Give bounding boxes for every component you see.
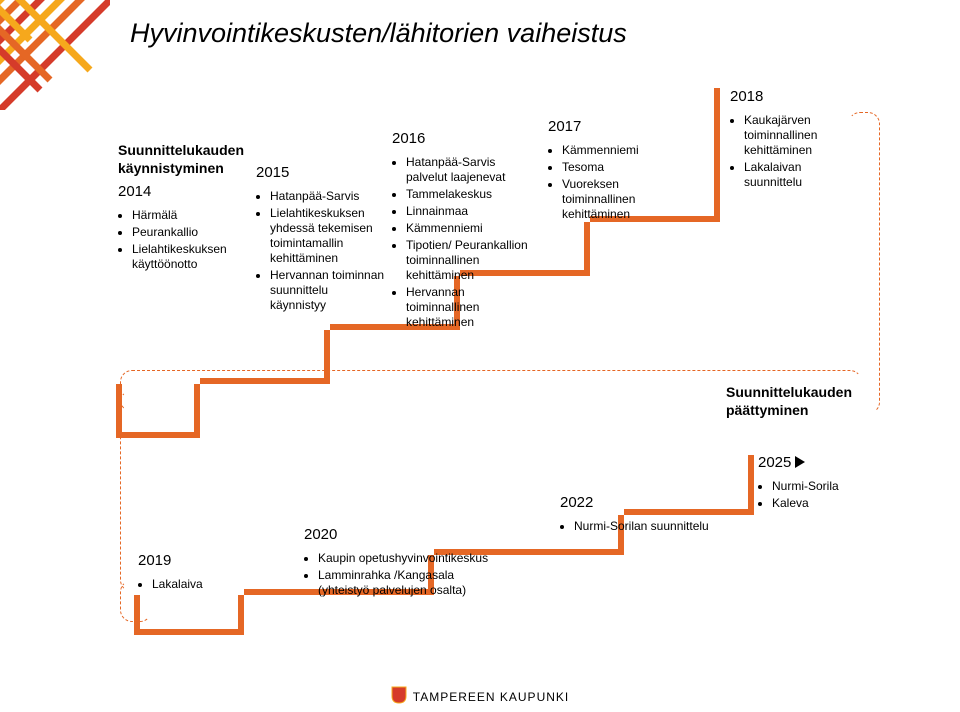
timeline-box: 2020 Kaupin opetushyvinvointikeskus Lammin… <box>304 526 494 600</box>
timeline-item: Tipotien/ Peurankallion toiminnallinen k… <box>406 238 528 283</box>
timeline-item: Lakalaiva <box>152 577 228 592</box>
timeline-item: Nurmi-Sorilan suunnittelu <box>574 519 720 534</box>
page: { "title": "Hyvinvointikeskusten/lähitor… <box>0 0 960 712</box>
timeline-box: 2016 Hatanpää-Sarvis palvelut laajenevat T… <box>392 130 528 332</box>
timeline-item: Vuoreksen toiminnallinen kehittäminen <box>562 177 676 222</box>
timeline-year: 2015 <box>256 164 386 183</box>
timeline-items: Kämmenniemi Tesoma Vuoreksen toiminnalline… <box>548 143 676 222</box>
timeline-items: Hatanpää-Sarvis Lielahtikeskuksen yhdessä… <box>256 189 386 313</box>
timeline-item: Lielahtikeskuksen yhdessä tekemisen toim… <box>270 206 386 266</box>
timeline-item: Hervannan toiminnan suunnittelu käynnist… <box>270 268 386 313</box>
timeline-item: Hatanpää-Sarvis palvelut laajenevat <box>406 155 528 185</box>
timeline-year: 2016 <box>392 130 528 149</box>
timeline-year: 2018 <box>730 88 860 107</box>
timeline-box: 2022 Nurmi-Sorilan suunnittelu <box>560 494 720 536</box>
timeline-items: Kaukajärven toiminnallinen kehittäminenL… <box>730 113 860 190</box>
timeline-item: Linnainmaa <box>406 204 528 219</box>
timeline-box: Suunnittelukauden käynnistyminen 2014 Härm… <box>118 142 248 274</box>
timeline-header: Suunnittelukauden käynnistyminen <box>118 142 248 177</box>
timeline-year: 2022 <box>560 494 720 513</box>
city-crest-icon <box>391 686 407 704</box>
timeline-items: Hatanpää-Sarvis palvelut laajenevat Tamme… <box>392 155 528 330</box>
timeline-year: 2020 <box>304 526 494 545</box>
timeline-items: Kaupin opetushyvinvointikeskus Lamminrahk… <box>304 551 494 598</box>
timeline-item: Tammelakeskus <box>406 187 528 202</box>
dashed-connector <box>848 112 880 414</box>
timeline-year: 2017 <box>548 118 676 137</box>
timeline-item: Härmälä <box>132 208 248 223</box>
corner-pattern-icon <box>0 0 110 110</box>
timeline-box: 2017 Kämmenniemi Tesoma Vuoreksen toiminnal… <box>548 118 676 224</box>
stair-endcap <box>748 455 754 475</box>
timeline-box: 2025 Nurmi-Sorila Kaleva <box>758 454 868 513</box>
timeline-item: Lielahtikeskuksen käyttöönotto <box>132 242 248 272</box>
dashed-connector <box>120 370 862 412</box>
footer: TAMPEREEN KAUPUNKI <box>0 686 960 704</box>
timeline-box: 2015 Hatanpää-Sarvis Lielahtikeskuksen yhd… <box>256 164 386 315</box>
dashed-connector <box>120 580 152 622</box>
timeline-item: Kämmenniemi <box>562 143 676 158</box>
timeline-item: Kaleva <box>772 496 868 511</box>
timeline-item: Hervannan toiminnallinen kehittäminen <box>406 285 528 330</box>
timeline-item: Peurankallio <box>132 225 248 240</box>
timeline-item: Tesoma <box>562 160 676 175</box>
dashed-connector <box>120 390 152 592</box>
timeline-item: Kaupin opetushyvinvointikeskus <box>318 551 494 566</box>
timeline-item: Kaukajärven toiminnallinen kehittäminen <box>744 113 860 158</box>
timeline-item: Lamminrahka /Kangasala (yhteistyö palvel… <box>318 568 494 598</box>
timeline-year: 2025 <box>758 454 868 473</box>
timeline-items: Härmälä Peurankallio Lielahtikeskuksen käy… <box>118 208 248 272</box>
timeline-items: Nurmi-Sorila Kaleva <box>758 479 868 511</box>
stair-endcap <box>714 88 720 168</box>
timeline-year: 2014 <box>118 183 248 202</box>
timeline-item: Nurmi-Sorila <box>772 479 868 494</box>
timeline-item: Lakalaivan suunnittelu <box>744 160 860 190</box>
timeline-items: Nurmi-Sorilan suunnittelu <box>560 519 720 534</box>
timeline-box: 2018 Kaukajärven toiminnallinen kehittämi… <box>730 88 860 192</box>
page-title: Hyvinvointikeskusten/lähitorien vaiheist… <box>130 18 627 49</box>
footer-text: TAMPEREEN KAUPUNKI <box>413 690 569 704</box>
timeline-item: Hatanpää-Sarvis <box>270 189 386 204</box>
timeline-item: Kämmenniemi <box>406 221 528 236</box>
